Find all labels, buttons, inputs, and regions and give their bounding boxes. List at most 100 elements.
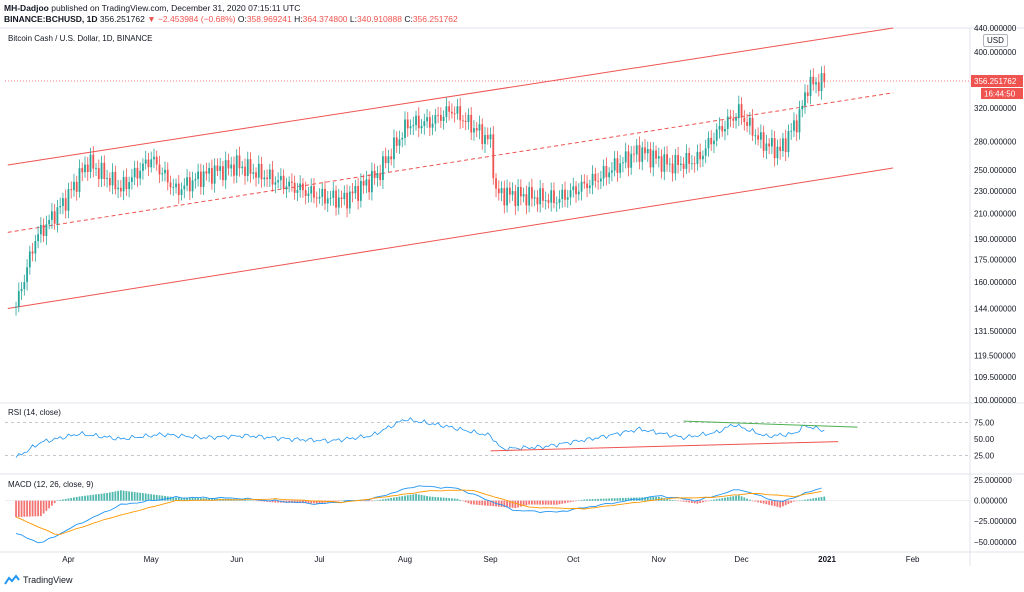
candle-body — [464, 121, 467, 122]
candle-body — [332, 190, 335, 198]
candle-body — [782, 138, 784, 151]
currency-badge[interactable]: USD — [983, 34, 1008, 47]
price-tick-label: 119.500000 — [974, 351, 1016, 360]
macd-histogram-bar — [616, 498, 619, 501]
macd-histogram-bar — [795, 500, 798, 502]
macd-histogram-bar — [492, 500, 495, 507]
macd-histogram-bar — [81, 496, 84, 501]
macd-histogram-bar — [423, 495, 426, 501]
candle-body — [492, 134, 495, 179]
candle-body — [95, 167, 97, 169]
candle-body — [365, 179, 368, 186]
macd-histogram-bar — [768, 500, 771, 505]
macd-histogram-bar — [128, 491, 131, 501]
candle-body — [362, 181, 365, 186]
close-label: C: — [404, 14, 413, 24]
candle-body — [81, 168, 84, 173]
candle-body — [804, 92, 806, 106]
macd-histogram-bar — [376, 500, 379, 501]
macd-histogram-bar — [92, 494, 95, 501]
candle-body — [577, 191, 580, 195]
candle-body — [188, 177, 191, 192]
candle-body — [73, 181, 75, 191]
candle-body — [266, 177, 268, 180]
time-tick-label: 2021 — [818, 555, 836, 564]
tradingview-brand[interactable]: TradingView — [4, 574, 73, 586]
time-tick-label: May — [144, 555, 159, 564]
candle-body — [368, 179, 371, 193]
macd-histogram-bar — [296, 500, 299, 504]
macd-histogram-bar — [514, 500, 517, 509]
macd-histogram-bar — [677, 500, 680, 502]
macd-histogram-bar — [155, 494, 158, 501]
candle-body — [351, 191, 354, 194]
high-label: H: — [294, 14, 303, 24]
macd-histogram-bar — [475, 500, 478, 505]
macd-histogram-bar — [404, 495, 406, 501]
macd-histogram-bar — [17, 500, 20, 518]
candle-body — [795, 120, 798, 133]
candle-body — [467, 114, 470, 122]
rsi-tick-label: 50.00 — [974, 435, 995, 444]
candle-body — [489, 134, 492, 140]
candle-body — [238, 155, 241, 169]
macd-histogram-bar — [823, 496, 826, 501]
rsi-pane-title: RSI (14, close) — [8, 408, 61, 417]
macd-histogram-bar — [26, 500, 28, 517]
candle-body — [252, 172, 255, 174]
macd-histogram-bar — [213, 498, 216, 501]
macd-histogram-bar — [412, 494, 415, 501]
candle-body — [150, 159, 153, 168]
macd-histogram-bar — [122, 490, 125, 501]
macd-histogram-bar — [431, 496, 434, 501]
candle-body — [710, 137, 713, 145]
candle-body — [249, 159, 252, 174]
candle-body — [508, 187, 511, 195]
last-price-tag — [971, 75, 1023, 88]
candle-body — [393, 137, 395, 160]
candle-body — [735, 118, 737, 121]
candle-body — [387, 156, 390, 164]
candle-body — [382, 156, 384, 181]
candle-body — [304, 190, 307, 196]
macd-histogram-bar — [142, 493, 144, 501]
candle-body — [125, 176, 128, 190]
macd-histogram-bar — [106, 492, 108, 501]
candle-body — [86, 164, 89, 173]
macd-histogram-bar — [773, 500, 776, 507]
price-tick-label: 230.000000 — [974, 187, 1017, 196]
candle-body — [233, 164, 235, 176]
macd-histogram-bar — [255, 500, 257, 502]
price-tick-label: 320.000000 — [974, 104, 1017, 113]
macd-histogram-bar — [746, 498, 748, 501]
candle-body — [553, 190, 555, 204]
candle-body — [671, 163, 674, 174]
macd-histogram-bar — [668, 499, 671, 501]
candle-body — [511, 191, 514, 195]
macd-histogram-bar — [318, 500, 321, 504]
candle-body — [313, 186, 315, 198]
candle-body — [222, 166, 224, 181]
candle-body — [613, 158, 616, 171]
candle-body — [128, 182, 131, 190]
candle-body — [50, 211, 53, 220]
macd-histogram-bar — [373, 500, 376, 502]
candle-body — [155, 156, 158, 165]
macd-histogram-bar — [564, 500, 566, 504]
candle-body — [213, 165, 216, 184]
author-name[interactable]: MH-Dadjoo — [4, 3, 49, 13]
macd-histogram-bar — [343, 499, 346, 501]
candle-body — [655, 150, 657, 159]
macd-histogram-bar — [285, 500, 288, 503]
macd-histogram-bar — [161, 495, 164, 501]
candle-body — [357, 186, 360, 201]
macd-histogram-bar — [439, 497, 442, 501]
macd-histogram-bar — [591, 499, 594, 501]
candle-body — [525, 194, 528, 206]
candle-body — [481, 124, 484, 145]
candle-body — [644, 147, 646, 154]
candle-body — [197, 171, 200, 180]
macd-histogram-bar — [685, 500, 688, 503]
macd-histogram-bar — [86, 495, 89, 501]
